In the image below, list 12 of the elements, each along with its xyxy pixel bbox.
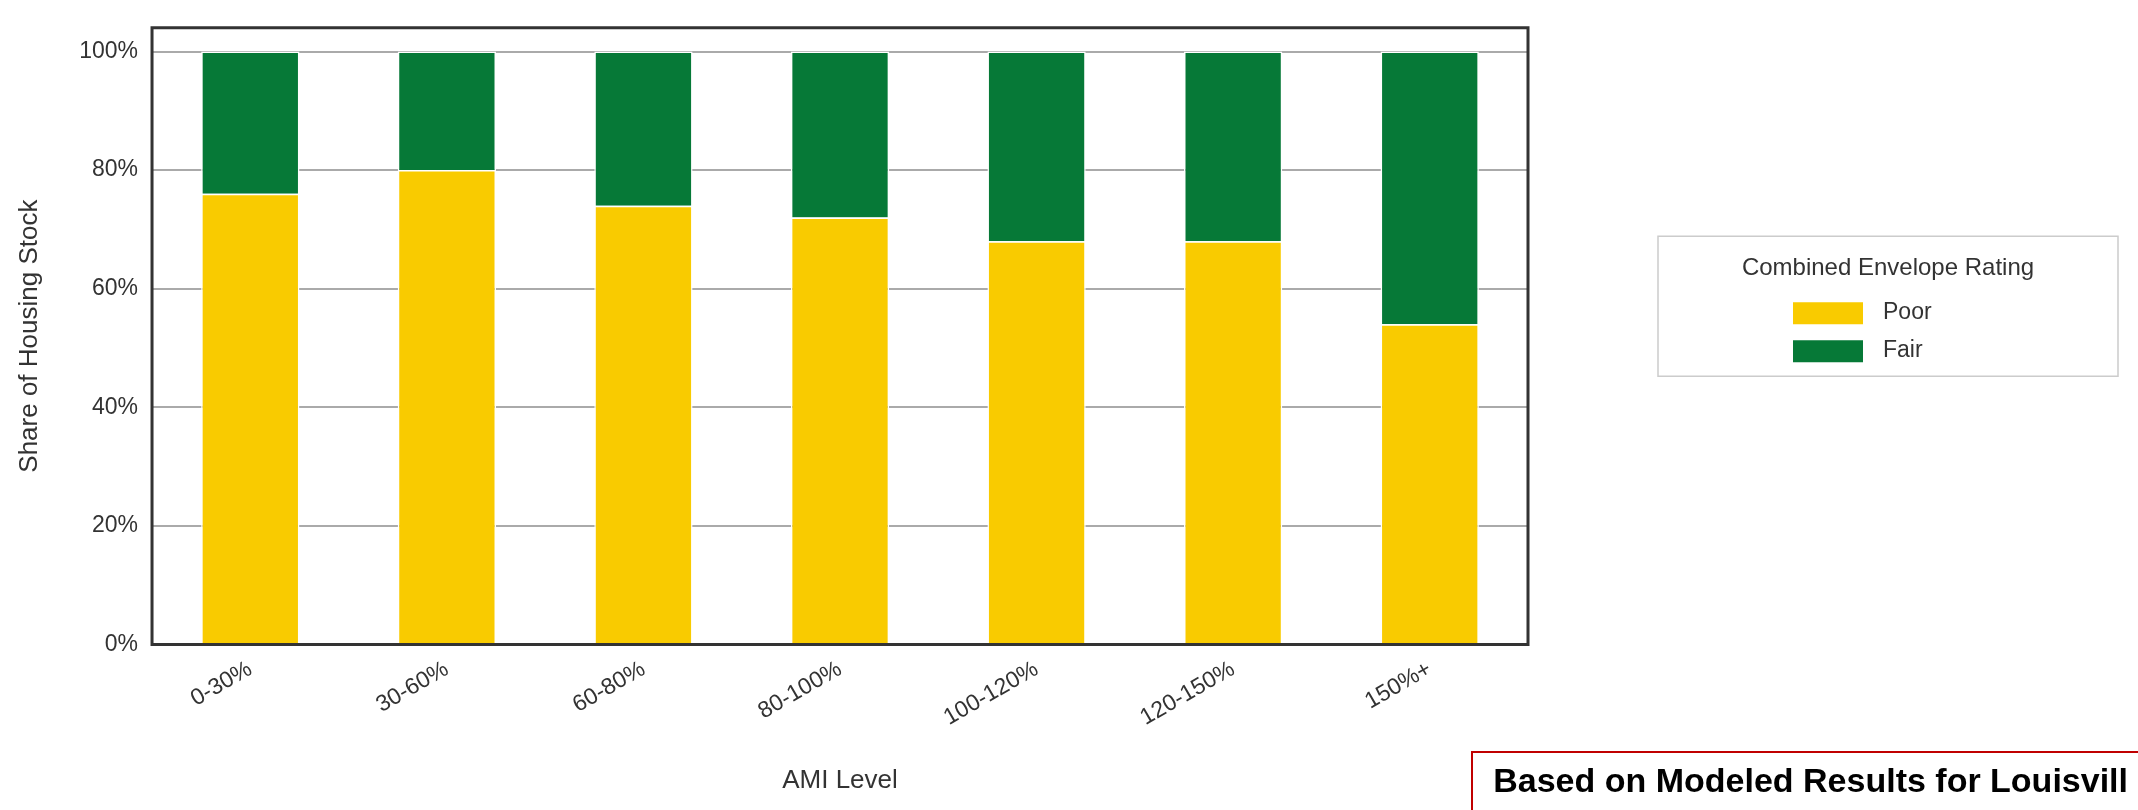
legend-label: Poor <box>1883 298 1932 325</box>
y-axis-title: Share of Housing Stock <box>12 198 43 473</box>
y-tick-label: 100% <box>79 36 139 63</box>
y-tick-label: 60% <box>91 274 139 301</box>
text: Based on Modeled Results for Louisvill <box>1471 751 2138 810</box>
y-tick-label: 20% <box>91 511 139 538</box>
legend-title: Combined Envelope Rating <box>1741 252 2035 280</box>
y-tick-label: 40% <box>91 392 139 419</box>
y-tick-label: 80% <box>91 155 139 182</box>
legend-label: Fair <box>1883 336 1923 363</box>
x-axis-title: AMI Level <box>782 763 898 794</box>
y-tick-label: 0% <box>104 629 139 656</box>
